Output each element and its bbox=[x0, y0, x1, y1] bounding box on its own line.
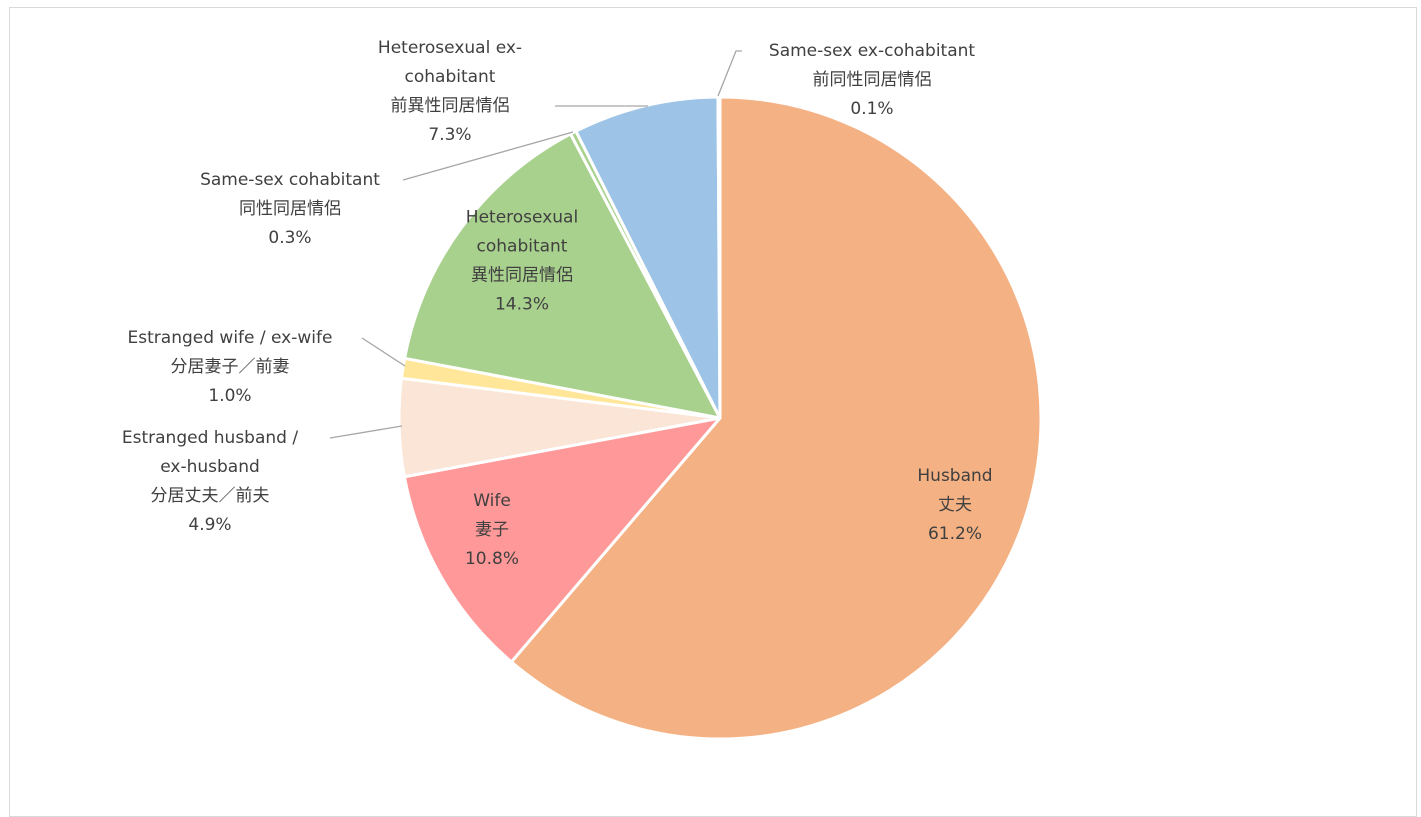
label-jp-wife: 妻子 bbox=[475, 520, 509, 540]
label-en-heterosexual-ex-cohabitant: cohabitant bbox=[405, 67, 496, 87]
label-jp-heterosexual-cohabitant: 異性同居情侶 bbox=[471, 266, 573, 286]
label-en-heterosexual-cohabitant: cohabitant bbox=[477, 237, 568, 257]
slice-heterosexual-cohabitant bbox=[403, 132, 722, 420]
data-labels: Husband 丈夫 61.2% Wife 妻子 10.8% Estranged husba… bbox=[122, 38, 993, 569]
label-jp-same-sex-cohabitant: 同性同居情侶 bbox=[239, 199, 341, 219]
label-en-same-sex-ex-cohabitant: Same-sex ex-cohabitant bbox=[769, 41, 976, 61]
label-en-estranged-husband-ex-husband: Estranged husband / bbox=[122, 428, 298, 448]
leader-lines bbox=[329, 50, 742, 439]
chart-frame: Husband 丈夫 61.2% Wife 妻子 10.8% Estranged husba… bbox=[9, 7, 1417, 817]
slice-wife bbox=[402, 416, 722, 664]
pie-slices bbox=[397, 95, 1043, 741]
label-jp-estranged-wife-ex-wife: 分居妻子／前妻 bbox=[171, 357, 290, 377]
leader-line-estranged-wife-ex-wife bbox=[361, 337, 406, 367]
label-en-estranged-husband-ex-husband: ex-husband bbox=[160, 457, 260, 477]
label-value-heterosexual-cohabitant: 14.3% bbox=[495, 295, 549, 315]
label-jp-husband: 丈夫 bbox=[938, 495, 972, 515]
label-value-estranged-husband-ex-husband: 4.9% bbox=[188, 515, 231, 535]
label-value-husband: 61.2% bbox=[928, 524, 982, 544]
label-en-heterosexual-cohabitant: Heterosexual bbox=[466, 208, 578, 228]
label-jp-heterosexual-ex-cohabitant: 前異性同居情侶 bbox=[391, 96, 510, 116]
label-en-same-sex-cohabitant: Same-sex cohabitant bbox=[200, 170, 380, 190]
label-value-heterosexual-ex-cohabitant: 7.3% bbox=[428, 125, 471, 145]
label-jp-same-sex-ex-cohabitant: 前同性同居情侶 bbox=[813, 70, 932, 90]
label-value-same-sex-cohabitant: 0.3% bbox=[268, 228, 311, 248]
label-jp-estranged-husband-ex-husband: 分居丈夫／前夫 bbox=[151, 486, 270, 506]
leader-line-estranged-husband-ex-husband bbox=[329, 425, 403, 439]
leader-line-same-sex-cohabitant bbox=[402, 131, 574, 181]
label-en-husband: Husband bbox=[917, 466, 992, 486]
label-en-wife: Wife bbox=[473, 491, 511, 511]
label-en-heterosexual-ex-cohabitant: Heterosexual ex- bbox=[378, 38, 522, 58]
leader-line-same-sex-ex-cohabitant bbox=[717, 50, 742, 97]
pie-chart: Husband 丈夫 61.2% Wife 妻子 10.8% Estranged husba… bbox=[122, 38, 1043, 741]
label-value-wife: 10.8% bbox=[465, 549, 519, 569]
label-en-estranged-wife-ex-wife: Estranged wife / ex-wife bbox=[128, 328, 333, 348]
label-value-same-sex-ex-cohabitant: 0.1% bbox=[850, 99, 893, 119]
slice-husband bbox=[509, 95, 1043, 741]
label-value-estranged-wife-ex-wife: 1.0% bbox=[208, 386, 251, 406]
slice-same-sex-ex-cohabitant bbox=[716, 95, 722, 420]
